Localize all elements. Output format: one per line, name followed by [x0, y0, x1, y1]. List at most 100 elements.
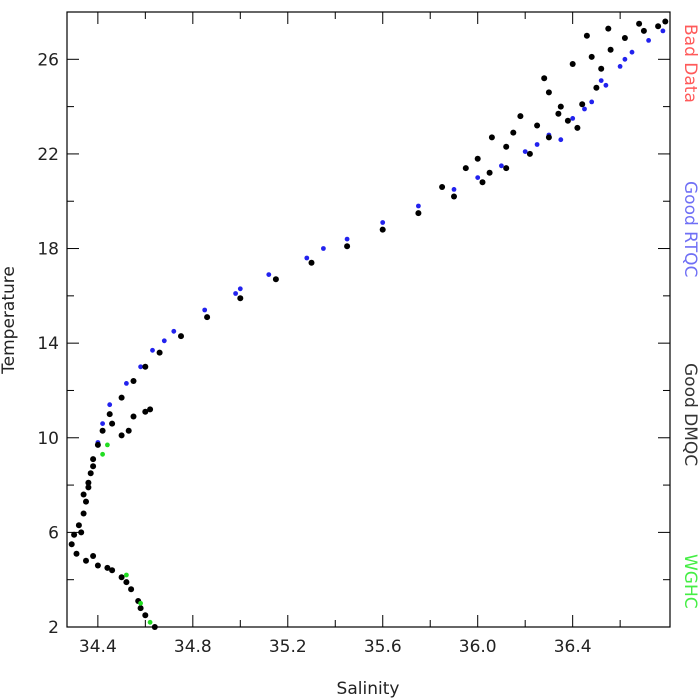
x-tick-label: 34.8: [174, 637, 212, 657]
legend: Bad Data Good RTQC Good DMQC WGHC: [680, 24, 700, 609]
point-good-dmqc: [583, 32, 590, 39]
point-good-dmqc: [118, 432, 125, 439]
y-axis-title: Temperature: [0, 266, 19, 375]
x-tick-label: 35.6: [364, 637, 402, 657]
point-good-dmqc: [90, 553, 97, 559]
point-good-dmqc: [415, 210, 422, 217]
point-wghc: [105, 442, 110, 448]
point-good-dmqc: [555, 110, 562, 117]
y-tick-label: 6: [48, 523, 59, 543]
point-good-dmqc: [526, 150, 533, 157]
point-good-rtqc: [522, 149, 528, 155]
point-good-rtqc: [622, 56, 628, 62]
point-good-dmqc: [569, 61, 576, 67]
point-good-dmqc: [557, 103, 564, 110]
point-good-rtqc: [380, 220, 386, 225]
point-good-dmqc: [80, 510, 87, 517]
point-good-dmqc: [142, 612, 149, 619]
axis-ticks: [67, 12, 670, 628]
point-good-rtqc: [233, 291, 239, 296]
point-good-rtqc: [499, 163, 504, 169]
y-tick-label: 10: [37, 429, 59, 449]
point-good-dmqc: [579, 101, 586, 108]
point-good-dmqc: [486, 169, 493, 176]
point-good-dmqc: [99, 427, 106, 434]
point-good-rtqc: [304, 255, 310, 261]
point-good-dmqc: [598, 65, 605, 72]
point-good-dmqc: [94, 441, 101, 448]
point-good-dmqc: [156, 349, 163, 356]
point-good-dmqc: [640, 27, 647, 34]
point-good-dmqc: [78, 529, 85, 536]
point-good-dmqc: [90, 463, 97, 470]
point-good-dmqc: [605, 25, 612, 32]
x-tick-label: 34.4: [79, 637, 117, 657]
point-good-dmqc: [147, 406, 154, 413]
point-good-rtqc: [582, 106, 587, 112]
point-good-dmqc: [85, 484, 92, 491]
point-good-dmqc: [588, 53, 595, 60]
point-good-dmqc: [503, 165, 510, 172]
point-good-rtqc: [646, 38, 651, 43]
point-good-dmqc: [109, 420, 116, 427]
plot-frame: [66, 11, 671, 628]
point-good-rtqc: [534, 142, 540, 147]
point-good-rtqc: [237, 286, 243, 292]
x-tick-label: 36.0: [459, 637, 497, 657]
point-good-dmqc: [379, 226, 386, 233]
point-wghc: [138, 600, 144, 606]
point-wghc: [100, 451, 105, 457]
point-good-rtqc: [598, 78, 604, 83]
point-good-dmqc: [130, 378, 137, 384]
point-good-dmqc: [178, 333, 184, 340]
point-good-rtqc: [416, 203, 421, 209]
point-good-rtqc: [202, 307, 208, 313]
point-good-dmqc: [73, 550, 80, 557]
point-good-rtqc: [629, 49, 635, 55]
point-good-dmqc: [142, 408, 149, 415]
legend-good-rtqc: Good RTQC: [680, 181, 700, 277]
point-good-dmqc: [517, 113, 524, 120]
point-good-dmqc: [125, 427, 132, 434]
point-good-dmqc: [636, 20, 643, 27]
point-good-dmqc: [488, 134, 495, 141]
point-good-rtqc: [475, 175, 481, 181]
point-good-rtqc: [617, 64, 623, 69]
point-good-dmqc: [662, 18, 669, 25]
point-good-dmqc: [71, 531, 78, 538]
point-good-dmqc: [621, 35, 628, 41]
point-good-dmqc: [118, 394, 125, 401]
legend-good-dmqc: Good DMQC: [680, 363, 700, 466]
point-good-dmqc: [104, 564, 111, 571]
point-good-dmqc: [237, 295, 244, 302]
point-good-dmqc: [510, 129, 517, 136]
point-good-dmqc: [451, 193, 457, 200]
point-good-dmqc: [503, 143, 510, 150]
point-good-dmqc: [80, 491, 87, 498]
point-good-dmqc: [593, 84, 600, 91]
point-wghc: [147, 619, 153, 625]
point-good-dmqc: [534, 122, 541, 129]
legend-bad-data: Bad Data: [680, 24, 700, 103]
point-good-rtqc: [266, 272, 272, 277]
point-good-dmqc: [128, 586, 135, 593]
point-good-dmqc: [564, 117, 571, 124]
point-good-rtqc: [161, 338, 167, 344]
point-good-rtqc: [100, 421, 105, 426]
x-tick-label: 36.4: [554, 637, 592, 657]
point-good-rtqc: [171, 328, 177, 334]
point-good-dmqc: [75, 522, 82, 529]
point-good-dmqc: [545, 134, 552, 141]
x-tick-label: 35.2: [269, 637, 307, 657]
point-good-dmqc: [83, 498, 89, 505]
point-good-dmqc: [94, 562, 101, 569]
x-axis-title: Salinity: [337, 679, 400, 699]
point-good-dmqc: [151, 624, 158, 630]
point-good-dmqc: [137, 605, 144, 612]
y-tick-label: 26: [37, 50, 59, 70]
point-good-dmqc: [479, 179, 486, 186]
point-good-rtqc: [321, 246, 326, 251]
point-good-rtqc: [558, 137, 564, 143]
point-good-dmqc: [87, 470, 94, 477]
